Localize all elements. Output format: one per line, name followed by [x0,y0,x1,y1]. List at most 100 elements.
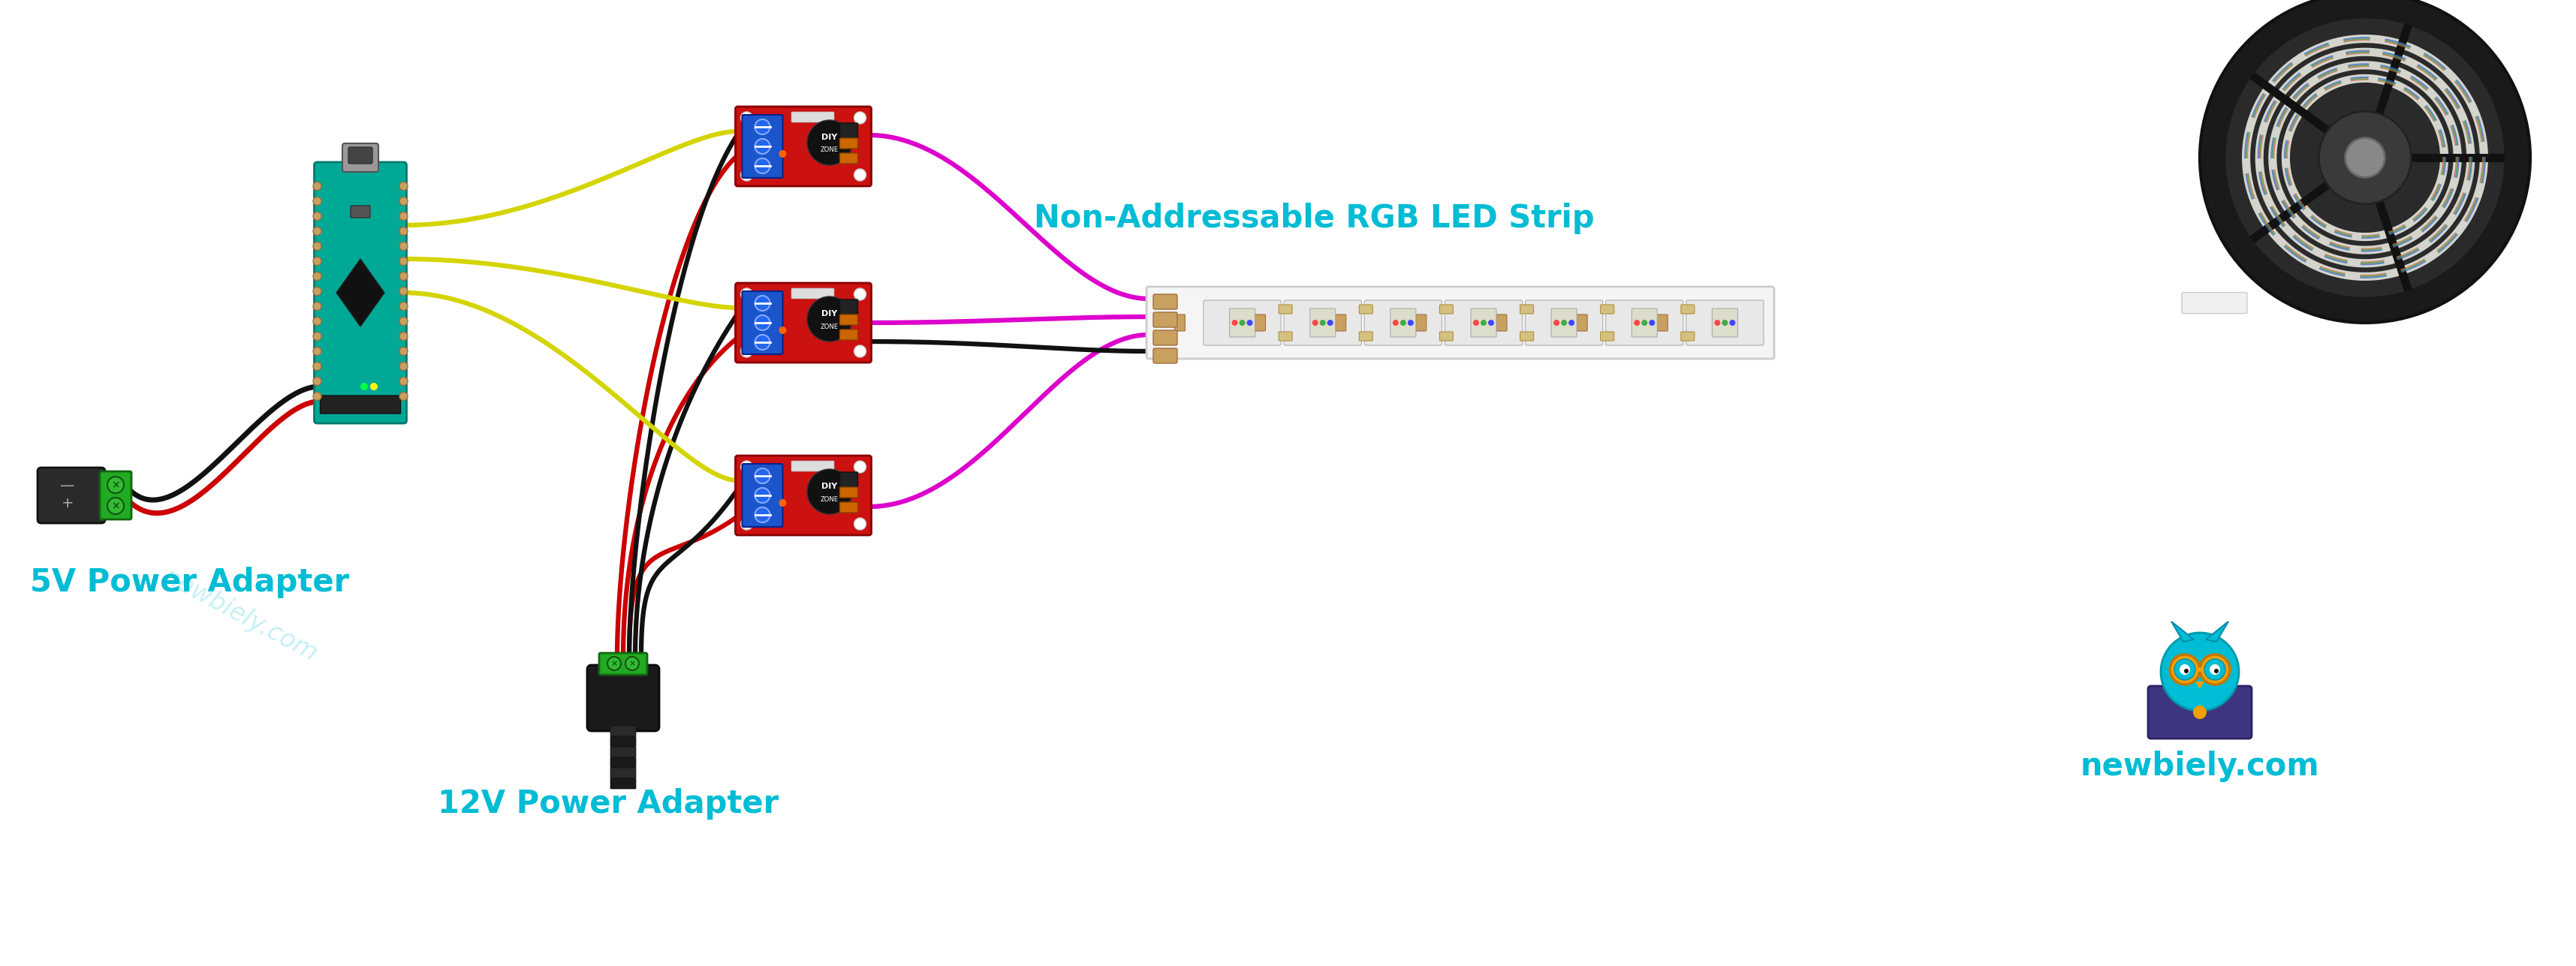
Circle shape [755,469,770,483]
FancyBboxPatch shape [350,206,371,217]
Circle shape [108,497,124,514]
Text: ×: × [611,660,618,668]
Circle shape [2226,17,2506,298]
Circle shape [608,657,621,670]
FancyBboxPatch shape [1154,312,1177,327]
Circle shape [399,227,407,236]
FancyBboxPatch shape [840,138,858,149]
Text: ZONE: ZONE [822,323,840,329]
Text: DIY: DIY [822,483,837,490]
Circle shape [755,158,770,173]
FancyBboxPatch shape [611,725,636,736]
Circle shape [314,213,322,220]
Text: 5V Power Adapter: 5V Power Adapter [31,567,350,598]
Circle shape [1569,320,1574,326]
Circle shape [1319,320,1327,326]
Circle shape [399,242,407,250]
Circle shape [2200,0,2530,323]
Circle shape [742,518,752,530]
Circle shape [2161,633,2239,711]
FancyBboxPatch shape [1283,300,1363,345]
FancyBboxPatch shape [1229,308,1255,337]
FancyBboxPatch shape [100,471,131,520]
Circle shape [314,347,322,355]
FancyBboxPatch shape [1278,331,1293,341]
Circle shape [314,332,322,340]
Circle shape [742,169,752,181]
Circle shape [1561,320,1566,326]
Circle shape [778,327,786,334]
Circle shape [314,317,322,326]
FancyBboxPatch shape [791,112,835,123]
Circle shape [1473,320,1479,326]
Text: newbiely.com: newbiely.com [160,564,322,667]
FancyBboxPatch shape [611,757,636,768]
Circle shape [2200,655,2231,685]
Circle shape [314,287,322,296]
Circle shape [755,507,770,523]
Circle shape [314,182,322,190]
FancyBboxPatch shape [1360,304,1373,314]
Circle shape [755,315,770,330]
Circle shape [399,332,407,340]
Circle shape [855,518,866,530]
Circle shape [1231,320,1236,326]
Circle shape [1649,320,1654,326]
Circle shape [1481,320,1486,326]
FancyBboxPatch shape [791,461,835,471]
FancyBboxPatch shape [1440,304,1453,314]
Circle shape [742,112,752,124]
Circle shape [1489,320,1494,326]
FancyBboxPatch shape [840,315,858,325]
Circle shape [626,657,639,670]
FancyBboxPatch shape [734,106,871,186]
FancyBboxPatch shape [840,329,858,340]
Circle shape [314,227,322,236]
Circle shape [1327,320,1334,326]
FancyBboxPatch shape [1687,300,1765,345]
FancyBboxPatch shape [1682,304,1695,314]
Circle shape [755,296,770,311]
Circle shape [1553,320,1558,326]
FancyBboxPatch shape [1551,308,1577,337]
Circle shape [314,362,322,370]
FancyBboxPatch shape [840,154,858,163]
FancyBboxPatch shape [1394,315,1406,331]
FancyBboxPatch shape [1605,300,1682,345]
FancyBboxPatch shape [1255,315,1265,331]
Text: DIY: DIY [822,133,837,141]
FancyBboxPatch shape [1440,331,1453,341]
Circle shape [742,461,752,473]
FancyBboxPatch shape [1445,300,1522,345]
Circle shape [399,213,407,220]
FancyBboxPatch shape [611,768,636,779]
Polygon shape [2205,621,2228,641]
FancyBboxPatch shape [1520,304,1533,314]
FancyBboxPatch shape [734,456,871,535]
Circle shape [2169,655,2200,685]
Circle shape [855,345,866,357]
Circle shape [2184,668,2190,673]
FancyBboxPatch shape [1154,349,1177,363]
Circle shape [1641,320,1649,326]
Circle shape [314,377,322,385]
Circle shape [399,302,407,310]
Circle shape [314,197,322,206]
FancyBboxPatch shape [1417,315,1427,331]
Circle shape [778,499,786,506]
Circle shape [2344,138,2385,178]
Circle shape [399,392,407,401]
Circle shape [361,383,368,390]
Circle shape [399,257,407,266]
Circle shape [755,139,770,154]
FancyBboxPatch shape [1391,308,1417,337]
FancyBboxPatch shape [1154,295,1177,309]
FancyBboxPatch shape [1636,315,1646,331]
FancyBboxPatch shape [742,291,783,355]
FancyBboxPatch shape [791,288,835,298]
Text: DIY: DIY [822,310,837,318]
FancyBboxPatch shape [1314,315,1324,331]
FancyBboxPatch shape [1600,331,1615,341]
FancyBboxPatch shape [1471,308,1497,337]
FancyBboxPatch shape [1497,315,1507,331]
